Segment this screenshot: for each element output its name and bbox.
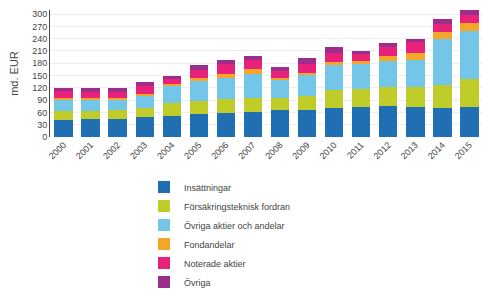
svg-text:2000: 2000 — [47, 140, 68, 161]
svg-text:2006: 2006 — [209, 140, 230, 161]
svg-text:120: 120 — [32, 83, 47, 93]
svg-text:2014: 2014 — [426, 140, 447, 161]
svg-text:150: 150 — [32, 71, 47, 81]
svg-text:2007: 2007 — [236, 140, 257, 161]
svg-text:180: 180 — [32, 58, 47, 68]
svg-text:Övriga: Övriga — [184, 278, 211, 288]
svg-text:2002: 2002 — [101, 140, 122, 161]
svg-text:2011: 2011 — [345, 140, 366, 161]
svg-text:Fondandelar: Fondandelar — [184, 240, 235, 250]
svg-text:2012: 2012 — [372, 140, 393, 161]
svg-text:30: 30 — [37, 120, 47, 130]
svg-text:60: 60 — [37, 108, 47, 118]
svg-text:md. EUR: md. EUR — [8, 51, 20, 96]
svg-text:Noterade aktier: Noterade aktier — [184, 259, 246, 269]
svg-text:300: 300 — [32, 9, 47, 19]
svg-text:2013: 2013 — [399, 140, 420, 161]
svg-text:2003: 2003 — [128, 140, 149, 161]
svg-text:2015: 2015 — [453, 140, 474, 161]
svg-text:Insättningar: Insättningar — [184, 183, 231, 193]
svg-text:Övriga aktier och andelar: Övriga aktier och andelar — [184, 221, 285, 231]
svg-text:90: 90 — [37, 95, 47, 105]
svg-text:270: 270 — [32, 22, 47, 32]
svg-text:240: 240 — [32, 34, 47, 44]
svg-text:2001: 2001 — [74, 140, 95, 161]
svg-text:2008: 2008 — [263, 140, 284, 161]
svg-text:210: 210 — [32, 46, 47, 56]
svg-text:2005: 2005 — [182, 140, 203, 161]
svg-text:Försäkringsteknisk fordran: Försäkringsteknisk fordran — [184, 202, 290, 212]
svg-text:0: 0 — [42, 132, 47, 142]
svg-text:2004: 2004 — [155, 140, 176, 161]
svg-text:2009: 2009 — [290, 140, 311, 161]
svg-text:2010: 2010 — [318, 140, 339, 161]
